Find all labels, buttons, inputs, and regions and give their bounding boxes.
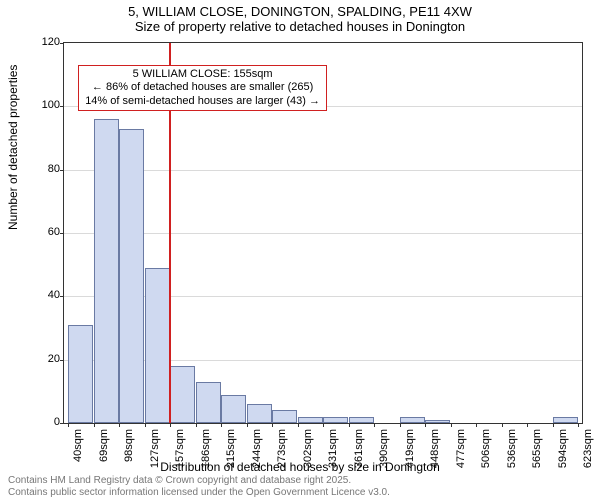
histogram-bar: [247, 404, 272, 423]
x-axis-label: Distribution of detached houses by size …: [0, 460, 600, 474]
ytick-label: 80: [24, 163, 60, 175]
attribution-footer: Contains HM Land Registry data © Crown c…: [8, 475, 390, 498]
xtick-mark: [196, 423, 197, 427]
chart-title: 5, WILLIAM CLOSE, DONINGTON, SPALDING, P…: [0, 4, 600, 19]
ytick-label: 20: [24, 353, 60, 365]
xtick-mark: [527, 423, 528, 427]
annotation-line: 5 WILLIAM CLOSE: 155sqm: [85, 68, 320, 81]
xtick-mark: [68, 423, 69, 427]
annotation-box: 5 WILLIAM CLOSE: 155sqm← 86% of detached…: [78, 65, 327, 111]
ytick-label: 40: [24, 289, 60, 301]
xtick-mark: [451, 423, 452, 427]
ytick-mark: [60, 106, 64, 107]
ytick-mark: [60, 296, 64, 297]
xtick-mark: [374, 423, 375, 427]
ytick-label: 100: [24, 99, 60, 111]
histogram-bar: [349, 417, 374, 423]
xtick-mark: [425, 423, 426, 427]
ytick-mark: [60, 170, 64, 171]
histogram-bar: [170, 366, 195, 423]
footer-line: Contains public sector information licen…: [8, 487, 390, 499]
histogram-bar: [94, 119, 119, 423]
annotation-line: ← 86% of detached houses are smaller (26…: [85, 81, 320, 94]
ytick-mark: [60, 360, 64, 361]
chart-plot-area: 40sqm69sqm98sqm127sqm157sqm186sqm215sqm2…: [63, 42, 583, 424]
footer-line: Contains HM Land Registry data © Crown c…: [8, 475, 390, 487]
xtick-mark: [400, 423, 401, 427]
xtick-mark: [553, 423, 554, 427]
xtick-mark: [349, 423, 350, 427]
xtick-mark: [578, 423, 579, 427]
ytick-label: 120: [24, 36, 60, 48]
chart-subtitle: Size of property relative to detached ho…: [0, 19, 600, 34]
histogram-bar: [119, 129, 144, 424]
ytick-mark: [60, 43, 64, 44]
xtick-mark: [94, 423, 95, 427]
histogram-bar: [400, 417, 425, 423]
y-axis-label: Number of detached properties: [6, 65, 20, 230]
histogram-bar: [298, 417, 323, 423]
histogram-bar: [68, 325, 93, 423]
histogram-bar: [272, 410, 297, 423]
xtick-mark: [323, 423, 324, 427]
xtick-mark: [247, 423, 248, 427]
ytick-label: 60: [24, 226, 60, 238]
xtick-mark: [502, 423, 503, 427]
histogram-bar: [323, 417, 348, 423]
histogram-bar: [425, 420, 450, 423]
histogram-bar: [553, 417, 578, 423]
ytick-mark: [60, 423, 64, 424]
ytick-label: 0: [24, 416, 60, 428]
histogram-bar: [196, 382, 221, 423]
xtick-mark: [221, 423, 222, 427]
xtick-mark: [170, 423, 171, 427]
xtick-mark: [145, 423, 146, 427]
ytick-mark: [60, 233, 64, 234]
xtick-mark: [272, 423, 273, 427]
annotation-line: 14% of semi-detached houses are larger (…: [85, 95, 320, 108]
xtick-mark: [298, 423, 299, 427]
xtick-mark: [476, 423, 477, 427]
xtick-mark: [119, 423, 120, 427]
histogram-bar: [221, 395, 246, 424]
histogram-bar: [145, 268, 170, 423]
